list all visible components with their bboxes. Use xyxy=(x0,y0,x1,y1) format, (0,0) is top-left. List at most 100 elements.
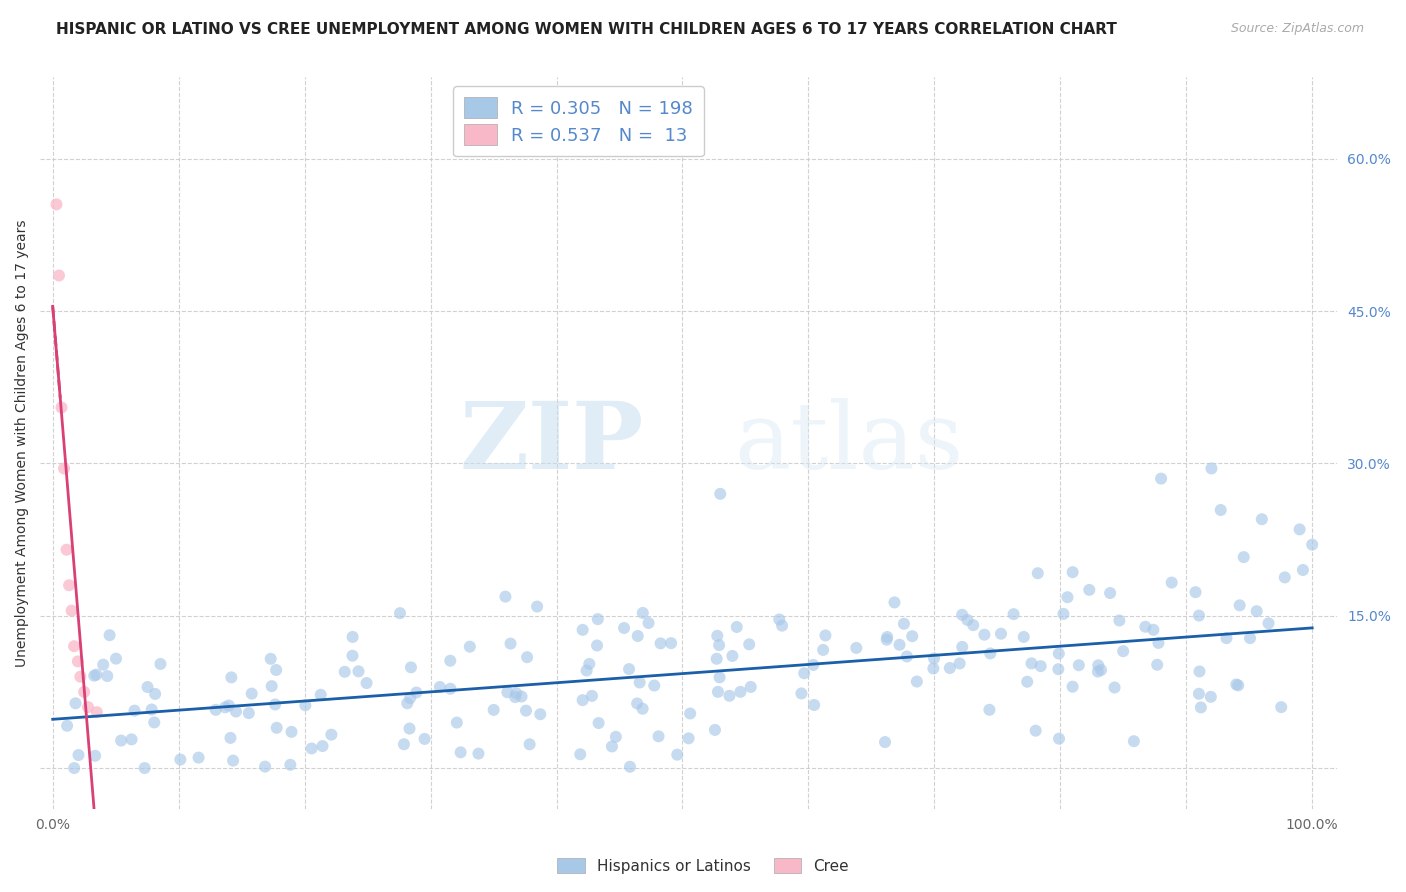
Point xyxy=(96,669,118,683)
Point xyxy=(399,691,422,706)
Point xyxy=(770,618,793,632)
Point xyxy=(1147,636,1170,650)
Point xyxy=(450,745,472,759)
Point xyxy=(811,643,834,657)
Point xyxy=(962,618,984,632)
Point xyxy=(347,665,370,679)
Point xyxy=(725,620,748,634)
Point xyxy=(1209,503,1232,517)
Point xyxy=(1017,674,1039,689)
Point xyxy=(105,651,128,665)
Point xyxy=(575,664,598,678)
Point xyxy=(1025,723,1047,738)
Point xyxy=(1199,690,1222,704)
Point xyxy=(627,629,650,643)
Point xyxy=(1301,538,1323,552)
Point xyxy=(605,730,627,744)
Point xyxy=(218,698,240,713)
Point xyxy=(1215,631,1237,645)
Point xyxy=(581,689,603,703)
Point xyxy=(143,687,166,701)
Point xyxy=(1188,687,1211,701)
Point xyxy=(169,752,191,766)
Point xyxy=(1150,472,1173,486)
Point xyxy=(121,732,143,747)
Point xyxy=(613,621,636,635)
Point xyxy=(600,739,623,754)
Point xyxy=(204,703,226,717)
Point xyxy=(1021,657,1043,671)
Point xyxy=(264,698,287,712)
Text: ZIP: ZIP xyxy=(460,398,644,488)
Point xyxy=(893,616,915,631)
Point xyxy=(429,680,451,694)
Point xyxy=(280,724,302,739)
Point xyxy=(98,628,121,642)
Point xyxy=(254,759,277,773)
Text: HISPANIC OR LATINO VS CREE UNEMPLOYMENT AMONG WOMEN WITH CHILDREN AGES 6 TO 17 Y: HISPANIC OR LATINO VS CREE UNEMPLOYMENT … xyxy=(56,22,1118,37)
Point xyxy=(571,623,593,637)
Point xyxy=(301,741,323,756)
Point xyxy=(801,657,824,672)
Point xyxy=(709,670,731,684)
Point xyxy=(515,704,537,718)
Point xyxy=(1104,681,1126,695)
Point xyxy=(1188,665,1211,679)
Point xyxy=(83,669,105,683)
Point xyxy=(1292,563,1315,577)
Point xyxy=(1160,575,1182,590)
Point xyxy=(1047,662,1070,676)
Point xyxy=(48,268,70,283)
Point xyxy=(1078,582,1101,597)
Point xyxy=(51,401,73,415)
Point xyxy=(56,719,79,733)
Point xyxy=(266,721,288,735)
Point xyxy=(1189,700,1212,714)
Point xyxy=(631,606,654,620)
Point xyxy=(77,700,100,714)
Point xyxy=(219,731,242,745)
Point xyxy=(950,607,973,622)
Point xyxy=(1229,599,1251,613)
Point xyxy=(58,578,80,592)
Point xyxy=(637,615,659,630)
Point xyxy=(53,461,76,475)
Point xyxy=(1250,512,1272,526)
Point xyxy=(221,670,243,684)
Point xyxy=(60,604,83,618)
Point xyxy=(187,750,209,764)
Point xyxy=(458,640,481,654)
Point xyxy=(149,657,172,671)
Point xyxy=(666,747,689,762)
Point xyxy=(45,197,67,211)
Point xyxy=(626,697,648,711)
Point xyxy=(333,665,356,679)
Point xyxy=(342,648,364,663)
Point xyxy=(905,674,928,689)
Point xyxy=(803,698,825,712)
Point xyxy=(124,704,146,718)
Point xyxy=(631,702,654,716)
Point xyxy=(494,590,516,604)
Point xyxy=(1239,631,1261,645)
Point xyxy=(1288,522,1310,536)
Point xyxy=(896,649,918,664)
Point xyxy=(91,657,114,672)
Point xyxy=(730,685,752,699)
Point xyxy=(1227,678,1250,692)
Point xyxy=(588,716,610,731)
Point xyxy=(63,639,86,653)
Point xyxy=(845,640,868,655)
Point xyxy=(1257,616,1279,631)
Point xyxy=(467,747,489,761)
Point xyxy=(901,629,924,643)
Point xyxy=(222,754,245,768)
Point xyxy=(1201,461,1223,475)
Point xyxy=(214,700,236,714)
Point xyxy=(586,612,609,626)
Legend: Hispanics or Latinos, Cree: Hispanics or Latinos, Cree xyxy=(551,852,855,880)
Point xyxy=(628,675,651,690)
Point xyxy=(876,630,898,644)
Point xyxy=(679,706,702,721)
Point xyxy=(1274,570,1296,584)
